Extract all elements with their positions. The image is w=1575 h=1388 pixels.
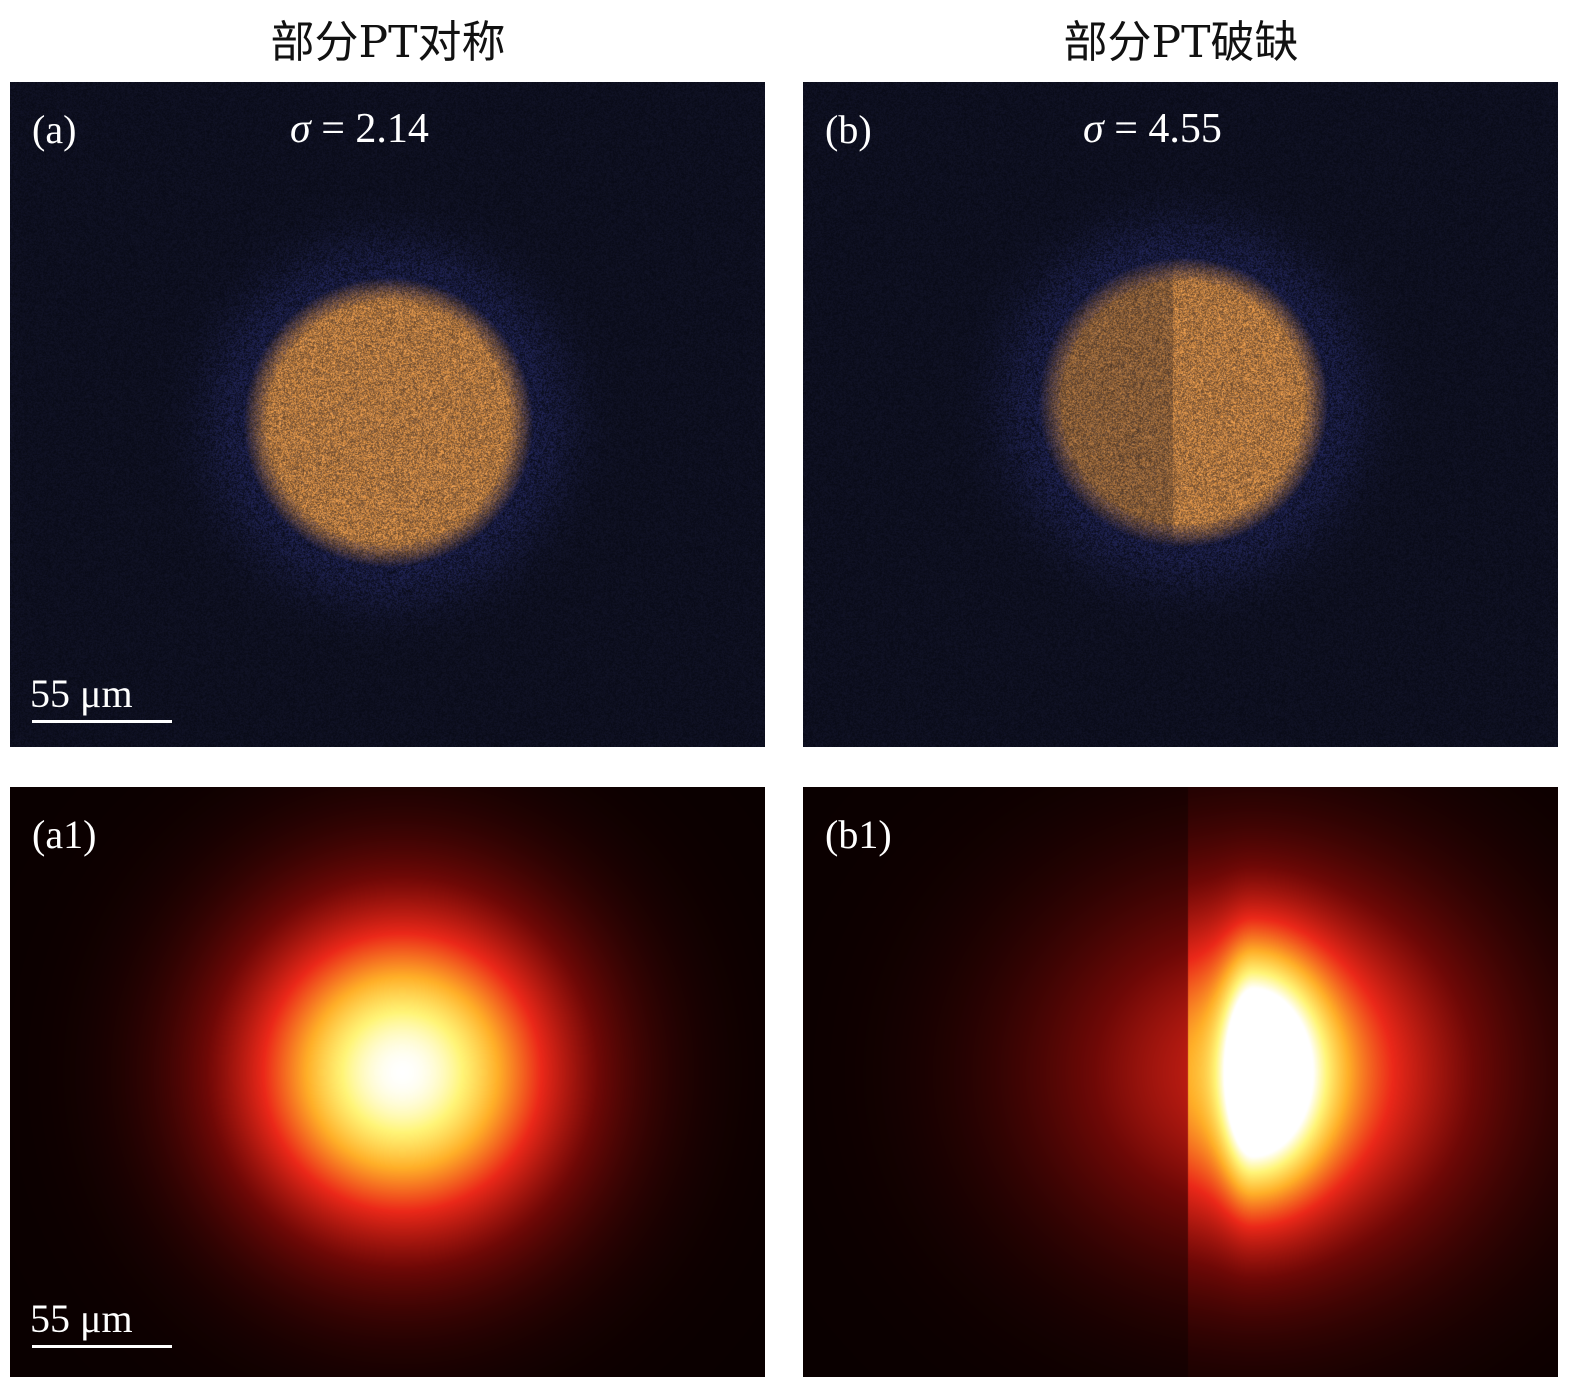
panel-b-label: (b) <box>825 107 872 152</box>
left-column-title: 部分PT对称 <box>270 17 506 68</box>
panel-a-label: (a) <box>32 107 77 152</box>
panel-a1-scale-label: 55 μm <box>30 1296 133 1341</box>
panel-b-canvas <box>803 82 1558 747</box>
panel-a-scale-bar: 55 μm <box>30 674 172 723</box>
panel-a-sigma: σ = 2.14 <box>290 108 429 150</box>
panel-a1-canvas <box>10 787 765 1377</box>
panel-b-sigma-value: = 4.55 <box>1103 106 1222 152</box>
panel-a1-label: (a1) <box>32 812 97 857</box>
panel-b-sigma: σ = 4.55 <box>1083 108 1222 150</box>
panel-a-canvas <box>10 82 765 747</box>
panel-a-sigma-symbol: σ <box>290 106 311 152</box>
panel-a1-simulation-image: (a1) 55 μm <box>10 787 765 1377</box>
panel-a-scale-label: 55 μm <box>30 671 133 716</box>
panel-a-experimental-image: (a) σ = 2.14 55 μm <box>10 82 765 747</box>
panel-b-sigma-symbol: σ <box>1083 106 1104 152</box>
panel-b-experimental-image: (b) σ = 4.55 <box>803 82 1558 747</box>
panel-b1-label: (b1) <box>825 812 892 857</box>
panel-b1-canvas <box>803 787 1558 1377</box>
panel-a1-scale-line <box>32 1345 172 1348</box>
panel-a-sigma-value: = 2.14 <box>310 106 429 152</box>
panel-a-scale-line <box>32 720 172 723</box>
panel-b1-simulation-image: (b1) <box>803 787 1558 1377</box>
right-column-title: 部分PT破缺 <box>1063 17 1299 68</box>
panel-a1-scale-bar: 55 μm <box>30 1299 172 1348</box>
